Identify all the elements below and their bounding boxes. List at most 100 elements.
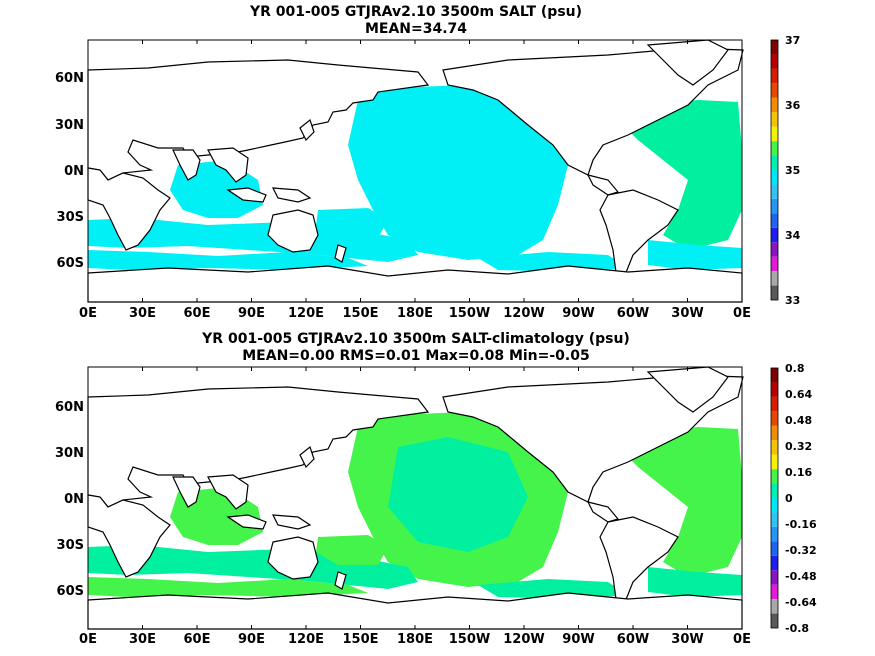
bottom-colorbar-label: 0.32 (785, 440, 812, 453)
bottom-colorbar-label: 0.16 (785, 466, 812, 479)
top-colorbar-swatch (771, 54, 778, 69)
top-colorbar-swatch (771, 198, 778, 214)
top-colorbar-label: 37 (785, 34, 800, 47)
top-xtick-label: 150W (449, 306, 490, 321)
bottom-colorbar-swatch (771, 570, 778, 585)
bottom-colorbar-swatch (771, 541, 778, 556)
bottom-xtick-label: 180E (397, 632, 433, 647)
top-xtick-label: 120W (503, 306, 544, 321)
bottom-field-region (608, 427, 742, 577)
top-colorbar-swatch (771, 126, 778, 142)
bottom-colorbar-label: 0 (785, 492, 793, 505)
top-colorbar-label: 36 (785, 99, 801, 112)
bottom-colorbar-label: -0.32 (785, 544, 817, 557)
top-y-axis: 60N 30N 0N 30S 60S (55, 71, 84, 271)
top-xtick-label: 90W (562, 306, 594, 321)
bottom-xtick-label: 30W (671, 632, 703, 647)
top-xtick-label: 120E (288, 306, 324, 321)
top-colorbar-swatch (771, 227, 778, 243)
top-xtick-label: 0E (79, 306, 97, 321)
top-field-region (88, 250, 368, 270)
top-colorbar-label: 33 (785, 294, 800, 307)
bottom-colorbar-swatch (771, 425, 778, 441)
top-colorbar-swatch (771, 112, 778, 127)
bottom-xtick-label: 0E (79, 632, 97, 647)
top-colorbar-swatch (771, 242, 778, 257)
bottom-field-region (316, 535, 388, 565)
top-colorbar-swatch (771, 213, 778, 228)
top-colorbar: 33 34 35 36 37 (770, 34, 801, 307)
bottom-ytick-60n: 60N (55, 400, 84, 415)
top-colorbar-swatch (771, 40, 778, 55)
top-title: YR 001-005 GTJRAv2.10 3500m SALT (psu) (249, 4, 582, 20)
top-ytick-60s: 60S (57, 256, 84, 271)
bottom-colorbar-swatch (771, 396, 778, 412)
top-field-region (348, 85, 568, 260)
bottom-map (87, 366, 744, 630)
top-ytick-30s: 30S (57, 210, 84, 225)
bottom-colorbar: 0.8 0.64 0.48 0.32 0.16 0 -0.16 -0.32 -0.48 -0.64… (770, 362, 817, 635)
bottom-colorbar-swatch (771, 526, 778, 542)
bottom-x-axis: 0E 30E 60E 90E 120E 150E 180E 150W 120W 90W 60W 30W… (79, 632, 751, 647)
bottom-colorbar-swatch (771, 584, 778, 600)
bottom-xtick-label: 120W (503, 632, 544, 647)
bottom-colorbar-swatch (771, 382, 778, 397)
top-xtick-label: 180E (397, 306, 433, 321)
top-ytick-30n: 30N (55, 118, 84, 133)
bottom-xtick-label: 60W (617, 632, 649, 647)
bottom-xtick-label: 90E (238, 632, 265, 647)
top-colorbar-swatch (771, 184, 778, 199)
bottom-colorbar-swatch (771, 613, 778, 628)
bottom-ytick-60s: 60S (57, 584, 84, 599)
bottom-xtick-label: 90W (562, 632, 594, 647)
bottom-colorbar-swatch (771, 498, 778, 513)
top-xtick-label: 30W (671, 306, 703, 321)
bottom-colorbar-label: 0.8 (785, 362, 805, 375)
bottom-ytick-30n: 30N (55, 446, 84, 461)
bottom-colorbar-swatch (771, 454, 778, 470)
bottom-field-region (388, 437, 528, 552)
top-colorbar-swatch (771, 285, 778, 300)
bottom-xtick-label: 120E (288, 632, 324, 647)
top-subtitle: MEAN=34.74 (365, 21, 467, 37)
bottom-colorbar-label: -0.64 (785, 596, 817, 609)
bottom-ytick-0n: 0N (64, 492, 84, 507)
bottom-colorbar-swatch (771, 512, 778, 527)
top-colorbar-swatch (771, 271, 778, 286)
bottom-colorbar-label: 0.48 (785, 414, 812, 427)
bottom-colorbar-swatch (771, 599, 778, 614)
panel-top: YR 001-005 GTJRAv2.10 3500m SALT (psu) M… (55, 4, 801, 321)
bottom-xtick-label: 150E (342, 632, 378, 647)
bottom-title: YR 001-005 GTJRAv2.10 3500m SALT-climato… (201, 331, 630, 347)
bottom-field-region (88, 577, 368, 597)
top-colorbar-swatch (771, 170, 778, 185)
top-colorbar-swatch (771, 68, 778, 84)
top-field-region (316, 208, 388, 238)
top-ytick-60n: 60N (55, 71, 84, 86)
top-colorbar-swatch (771, 155, 778, 170)
bottom-colorbar-swatch (771, 483, 778, 498)
top-xtick-label: 60E (184, 306, 211, 321)
top-colorbar-frame (770, 39, 779, 301)
bottom-colorbar-frame (770, 367, 779, 629)
bottom-colorbar-swatch (771, 555, 778, 571)
bottom-subtitle: MEAN=0.00 RMS=0.01 Max=0.08 Min=-0.05 (242, 348, 589, 364)
top-colorbar-label: 35 (785, 164, 800, 177)
top-x-axis: 0E 30E 60E 90E 120E 150E 180E 150W 120W 90W 60W 30W… (79, 306, 751, 321)
bottom-colorbar-swatch (771, 368, 778, 383)
top-colorbar-swatch (771, 141, 778, 156)
bottom-colorbar-swatch (771, 411, 778, 426)
top-xtick-label: 150E (342, 306, 378, 321)
bottom-xtick-label: 60E (184, 632, 211, 647)
top-colorbar-swatch (771, 83, 778, 98)
top-xtick-label: 30E (129, 306, 156, 321)
top-xtick-label: 60W (617, 306, 649, 321)
bottom-colorbar-label: -0.8 (785, 622, 809, 635)
bottom-xtick-label: 30E (129, 632, 156, 647)
bottom-y-axis: 60N 30N 0N 30S 60S (55, 400, 84, 599)
top-xtick-label: 0E (733, 306, 751, 321)
bottom-colorbar-swatch (771, 440, 778, 455)
bottom-ytick-30s: 30S (57, 538, 84, 553)
top-field-region (648, 240, 742, 270)
